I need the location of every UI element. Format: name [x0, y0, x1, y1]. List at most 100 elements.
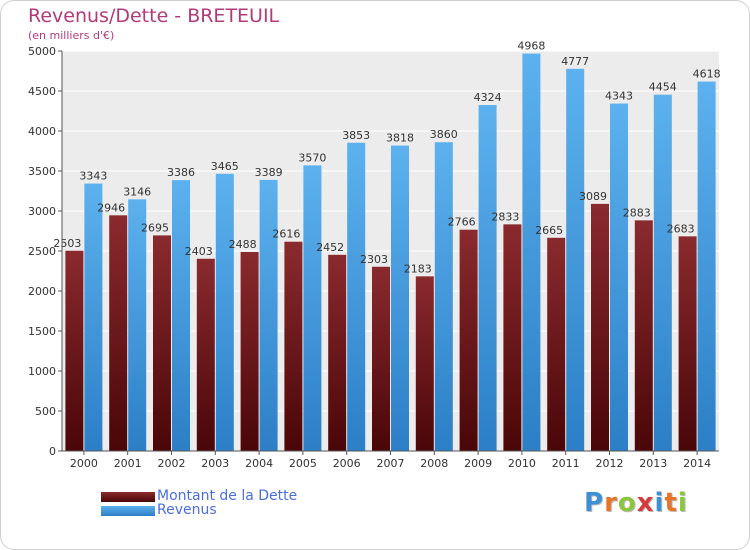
bar-revenus [522, 53, 541, 452]
y-tick-label: 3500 [28, 165, 56, 178]
data-label-revenus: 4343 [605, 90, 633, 103]
legend-label-dette: Montant de la Dette [157, 488, 298, 504]
x-tick-label: 2004 [245, 457, 273, 470]
bar-revenus [610, 103, 628, 451]
x-tick-label: 2000 [70, 457, 98, 470]
y-tick-label: 1000 [28, 365, 56, 378]
x-tick-label: 2001 [114, 457, 142, 470]
bar-dette [591, 203, 609, 451]
data-label-dette: 2946 [97, 201, 125, 214]
data-label-dette: 2766 [448, 216, 476, 229]
data-label-dette: 2695 [141, 221, 169, 234]
bar-revenus [84, 183, 103, 451]
data-label-revenus: 4618 [693, 68, 721, 81]
data-label-revenus: 3570 [298, 151, 326, 164]
data-label-dette: 2488 [229, 238, 257, 251]
bar-revenus [303, 165, 322, 451]
bar-revenus [128, 199, 147, 451]
legend-swatch-revenus [101, 506, 155, 516]
data-label-revenus: 3343 [79, 170, 107, 183]
data-label-revenus: 4777 [561, 55, 589, 68]
bar-dette [328, 254, 347, 451]
x-tick-label: 2003 [201, 457, 229, 470]
data-label-revenus: 3386 [167, 166, 195, 179]
x-tick-label: 2011 [552, 457, 580, 470]
bar-dette [678, 236, 697, 451]
logo-letter: r [604, 488, 618, 518]
logo-letter: i [677, 488, 688, 518]
bar-dette [196, 258, 215, 451]
bar-dette [547, 237, 566, 451]
data-label-revenus: 3465 [211, 160, 239, 173]
data-label-dette: 2883 [623, 206, 651, 219]
data-label-dette: 2683 [667, 222, 695, 235]
data-label-dette: 2183 [404, 262, 432, 275]
logo-letter: o [617, 488, 637, 518]
chart-subtitle: (en milliers d'€) [28, 29, 115, 42]
bar-revenus [172, 180, 190, 451]
bar-dette [634, 220, 653, 451]
data-label-revenus: 3818 [386, 132, 414, 145]
data-label-dette: 2616 [272, 228, 300, 241]
data-label-dette: 3089 [579, 190, 607, 203]
bar-dette [372, 266, 390, 451]
data-label-dette: 2665 [535, 224, 563, 237]
bar-revenus [478, 105, 497, 451]
proxiti-logo: Proxiti [584, 488, 688, 518]
data-label-revenus: 3389 [255, 166, 283, 179]
y-tick-label: 2000 [28, 285, 56, 298]
x-tick-label: 2012 [596, 457, 624, 470]
x-tick-label: 2008 [420, 457, 448, 470]
bar-revenus [215, 173, 234, 452]
data-label-dette: 2833 [491, 210, 519, 223]
legend-label-revenus: Revenus [157, 502, 217, 518]
data-label-dette: 2503 [53, 237, 81, 250]
x-tick-label: 2002 [158, 457, 186, 470]
x-tick-label: 2013 [639, 457, 667, 470]
data-label-revenus: 4968 [517, 40, 545, 53]
x-tick-label: 2009 [464, 457, 492, 470]
x-tick-label: 2005 [289, 457, 317, 470]
bar-revenus [259, 179, 278, 451]
bar-dette [415, 276, 434, 451]
y-tick-label: 5000 [28, 45, 56, 58]
y-tick-label: 2500 [28, 245, 56, 258]
data-label-dette: 2452 [316, 241, 344, 254]
bar-revenus [697, 81, 716, 451]
data-label-dette: 2403 [185, 245, 213, 258]
bar-dette [503, 224, 522, 451]
logo-letter: i [654, 488, 665, 518]
y-tick-label: 3000 [28, 205, 56, 218]
chart-title: Revenus/Dette - BRETEUIL [28, 5, 280, 27]
logo-letter: t [664, 488, 678, 518]
bar-dette [284, 241, 303, 451]
bar-revenus [391, 145, 409, 451]
bar-dette [153, 235, 171, 451]
data-label-revenus: 4454 [649, 81, 677, 94]
logo-letter: P [584, 488, 605, 518]
data-label-revenus: 3146 [123, 185, 151, 198]
bar-dette [459, 229, 478, 451]
data-label-revenus: 3853 [342, 129, 370, 142]
bar-revenus [347, 142, 366, 451]
legend-swatch-dette [101, 492, 155, 502]
bar-dette [240, 251, 259, 451]
bar-revenus [653, 94, 672, 452]
y-tick-label: 4000 [28, 125, 56, 138]
bar-dette [65, 250, 84, 451]
bar-revenus [566, 68, 585, 451]
logo-letter: x [636, 488, 655, 518]
x-tick-label: 2014 [683, 457, 711, 470]
y-tick-label: 1500 [28, 325, 56, 338]
data-label-revenus: 4324 [474, 91, 502, 104]
x-tick-label: 2006 [333, 457, 361, 470]
bar-revenus [434, 142, 453, 451]
y-tick-label: 0 [49, 445, 56, 458]
y-tick-label: 500 [35, 405, 56, 418]
y-tick-label: 4500 [28, 85, 56, 98]
data-label-revenus: 3860 [430, 128, 458, 141]
bar-dette [109, 215, 128, 451]
x-tick-label: 2010 [508, 457, 536, 470]
